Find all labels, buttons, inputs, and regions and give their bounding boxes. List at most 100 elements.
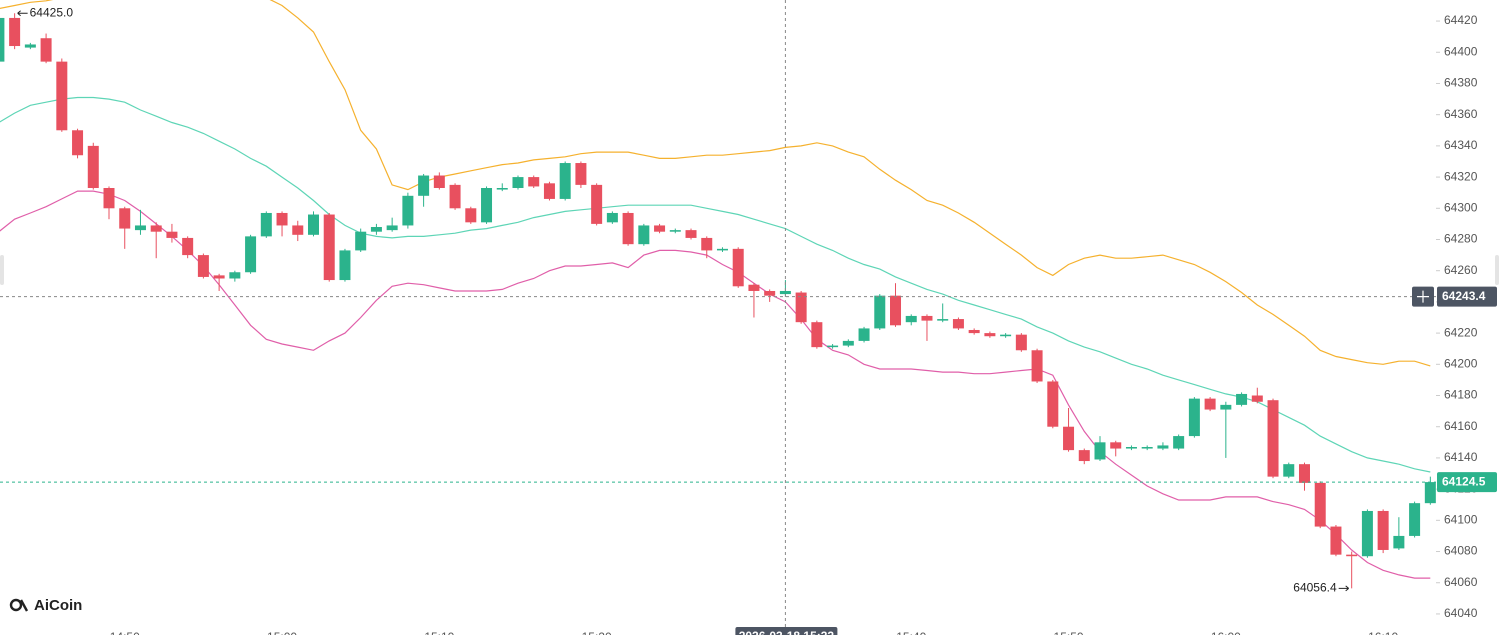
candle-body <box>87 145 99 189</box>
candle-body <box>197 255 209 277</box>
band-line <box>0 0 1431 367</box>
candle-body <box>1047 381 1059 427</box>
y-tick-label: 64260 <box>1444 263 1478 277</box>
crosshair-add-button[interactable] <box>1412 286 1434 307</box>
candle-body <box>465 208 477 223</box>
candle-body <box>370 227 382 232</box>
candle-body <box>1063 426 1075 451</box>
candle-body <box>701 237 713 251</box>
candle-body <box>1015 334 1027 351</box>
candle-body <box>874 295 886 329</box>
candle-body <box>386 225 398 231</box>
candle-body <box>260 212 272 237</box>
candle-body <box>449 184 461 209</box>
y-tick-label: 64160 <box>1444 419 1478 433</box>
candle-body <box>134 225 146 231</box>
candle-body <box>543 183 555 199</box>
candle-body <box>1157 445 1169 449</box>
candle-body <box>622 212 634 245</box>
candle-body <box>433 175 445 189</box>
y-tick-label: 64300 <box>1444 200 1478 214</box>
candle-body <box>937 319 949 321</box>
y-tick-label: 64180 <box>1444 388 1478 402</box>
brand-logo: AiCoin <box>9 597 82 614</box>
candle-body <box>103 188 115 209</box>
candle-body <box>528 177 540 187</box>
y-tick-label: 64080 <box>1444 544 1478 558</box>
candle-body <box>559 163 571 199</box>
x-tick-label: 16:00 <box>1211 630 1241 635</box>
last-price-box <box>1437 472 1497 493</box>
candle-body <box>166 231 178 238</box>
candle-body <box>842 340 854 346</box>
right-handle <box>1495 255 1499 285</box>
y-tick-label: 64400 <box>1444 44 1478 58</box>
candle-body <box>905 315 917 323</box>
candle-body <box>1314 482 1326 527</box>
candle-body <box>182 237 194 256</box>
y-tick-label: 64360 <box>1444 107 1478 121</box>
candle-body <box>984 333 996 337</box>
logo-icon <box>19 599 29 612</box>
candle-body <box>1361 510 1373 557</box>
candle-body <box>1173 436 1185 449</box>
x-tick-label: 15:40 <box>896 630 926 635</box>
candle-body <box>921 315 933 321</box>
y-tick-label: 64340 <box>1444 138 1478 152</box>
candle-body <box>669 230 681 232</box>
x-tick-label: 16:10 <box>1368 630 1398 635</box>
y-tick-label: 64100 <box>1444 512 1478 526</box>
candle-body <box>1204 398 1216 410</box>
candle-body <box>150 225 162 232</box>
candle-body <box>1377 510 1389 550</box>
candle-body <box>40 38 52 62</box>
candle-body <box>1110 442 1122 449</box>
candle-body <box>276 212 288 226</box>
button-icon <box>1417 290 1429 303</box>
candle-body <box>890 295 902 326</box>
candle-body <box>1094 442 1106 460</box>
candle-body <box>638 225 650 245</box>
candle-body <box>56 61 68 131</box>
candle-body <box>1236 393 1248 405</box>
candle-body <box>1409 503 1421 536</box>
candle-body <box>748 284 760 291</box>
x-tick-label: 15:50 <box>1054 630 1084 635</box>
low-arrow <box>1338 585 1350 592</box>
candle-body <box>1251 395 1263 402</box>
x-tick-label: 15:00 <box>267 630 297 635</box>
candle-body <box>1125 446 1137 449</box>
candle-body <box>496 188 508 190</box>
band-line <box>0 96 1431 473</box>
candle-body <box>402 195 414 226</box>
candle-body <box>716 248 728 251</box>
brand-name: AiCoin <box>34 597 82 614</box>
y-tick-label: 64280 <box>1444 232 1478 246</box>
x-tick-label: 15:10 <box>424 630 454 635</box>
candle-body <box>1424 482 1436 504</box>
candle-body <box>72 130 84 156</box>
candle-body <box>606 212 618 223</box>
candle-body <box>355 231 367 251</box>
low-label: 64056.4 <box>1293 581 1337 595</box>
candle-body <box>968 329 980 334</box>
y-tick-label: 64420 <box>1444 13 1478 27</box>
candle-body <box>1393 535 1405 549</box>
last-price-label: 64124.5 <box>1442 474 1486 488</box>
candle-body <box>229 272 241 279</box>
candle-body <box>654 225 666 232</box>
crosshair-time-box <box>735 627 838 635</box>
candle-body <box>1000 334 1012 337</box>
y-tick-label: 64040 <box>1444 606 1478 620</box>
candle-body <box>323 214 335 281</box>
candle-body <box>811 322 823 348</box>
candle-body <box>795 292 807 323</box>
candle-body <box>9 17 21 47</box>
x-tick-label: 14:50 <box>110 630 140 635</box>
candle-body <box>481 188 493 223</box>
candle-body <box>418 175 430 196</box>
candle-body <box>1283 464 1295 477</box>
candle-body <box>245 236 257 273</box>
candle-body <box>1298 464 1310 483</box>
